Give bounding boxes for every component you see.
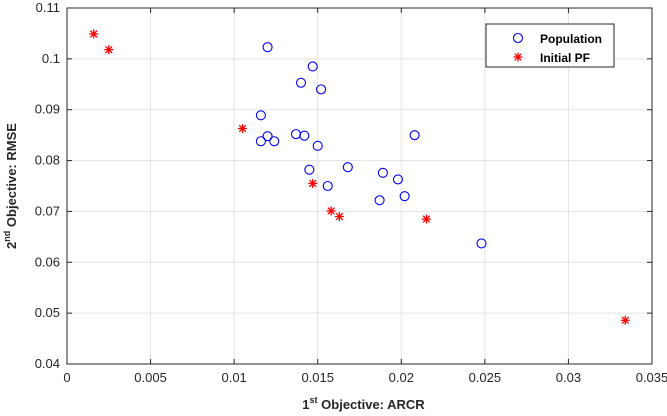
initial-pf-point [421, 214, 431, 224]
asterisk-stroke [105, 45, 113, 54]
population-point [312, 140, 323, 151]
y-tick-label: 0.08 [35, 153, 60, 168]
y-axis-label-base: 2 [4, 242, 19, 249]
y-axis-label-sup: nd [2, 231, 12, 242]
plot-frame [66, 7, 653, 365]
y-axis-label-rest: Objective: RMSE [4, 123, 19, 231]
initial-pf-point [238, 124, 247, 134]
x-tick-label: 0.025 [469, 370, 502, 385]
initial-pf-point [334, 212, 344, 222]
x-tick-label: 0.02 [389, 370, 414, 385]
y-tick-label: 0.09 [35, 102, 60, 117]
y-tick-label: 0.06 [35, 254, 60, 269]
x-tick-label: 0.03 [556, 370, 581, 385]
population-point [476, 238, 487, 249]
y-tick-labels: 0.04 0.05 0.06 0.07 0.08 0.09 0.1 0.11 [35, 0, 60, 371]
y-tick-label: 0.04 [35, 356, 60, 371]
population-point [269, 136, 280, 147]
population-point [262, 131, 273, 142]
asterisk-stroke [89, 30, 98, 38]
axis-ticks [66, 7, 653, 365]
y-tick-label: 0.07 [35, 203, 60, 218]
population-point [322, 180, 333, 192]
y-tick-label: 0.11 [36, 0, 60, 15]
population-point [255, 110, 266, 121]
y-tick-label: 0.05 [35, 305, 60, 320]
asterisk-stroke [514, 53, 522, 61]
population-point [299, 130, 310, 141]
legend-circle-icon [512, 32, 524, 44]
asterisk-stroke [308, 179, 317, 188]
population-point [262, 42, 273, 53]
x-tick-label: 0.035 [636, 370, 667, 385]
legend-marker-population [512, 32, 524, 44]
x-tick-label: 0.01 [221, 370, 246, 385]
legend-label-initial-pf: Initial PF [540, 51, 590, 65]
asterisk-stroke [238, 124, 247, 133]
data-points [89, 29, 630, 325]
initial-pf-point [326, 206, 336, 216]
population-point [409, 130, 420, 141]
population-point [392, 174, 403, 185]
x-axis-label-sup: st [310, 395, 318, 405]
asterisk-stroke [327, 207, 335, 215]
x-tick-label: 0 [63, 370, 70, 385]
y-axis-label: 2nd Objective: RMSE [2, 123, 19, 249]
population-point [255, 136, 266, 147]
initial-pf-point [104, 45, 114, 55]
asterisk-stroke [335, 212, 344, 221]
population-point [316, 84, 327, 95]
legend-asterisk-icon [513, 52, 523, 62]
legend-label-population: Population [540, 32, 602, 46]
x-axis-label-base: 1 [302, 397, 309, 412]
population-point [307, 61, 318, 72]
y-tick-label: 0.1 [42, 51, 60, 66]
population-point [295, 77, 307, 88]
initial-pf-point [308, 178, 318, 188]
x-axis-label: 1st Objective: ARCR [302, 395, 425, 412]
x-axis-label-rest: Objective: ARCR [318, 397, 426, 412]
legend: Population Initial PF [485, 23, 615, 68]
population-point [342, 162, 353, 173]
population-point [374, 195, 385, 206]
asterisk-stroke [621, 316, 630, 325]
legend-marker-initial-pf [513, 52, 523, 62]
population-point [377, 167, 388, 178]
x-tick-label: 0.015 [301, 370, 334, 385]
initial-pf-point [89, 29, 99, 39]
asterisk-stroke [422, 215, 431, 223]
initial-pf-point [620, 315, 630, 325]
population-point [304, 164, 315, 175]
population-point [399, 191, 410, 202]
legend-box [485, 23, 615, 68]
x-tick-labels: 0 0.005 0.01 0.015 0.02 0.025 0.03 0.035 [63, 370, 667, 385]
x-tick-label: 0.005 [134, 370, 167, 385]
